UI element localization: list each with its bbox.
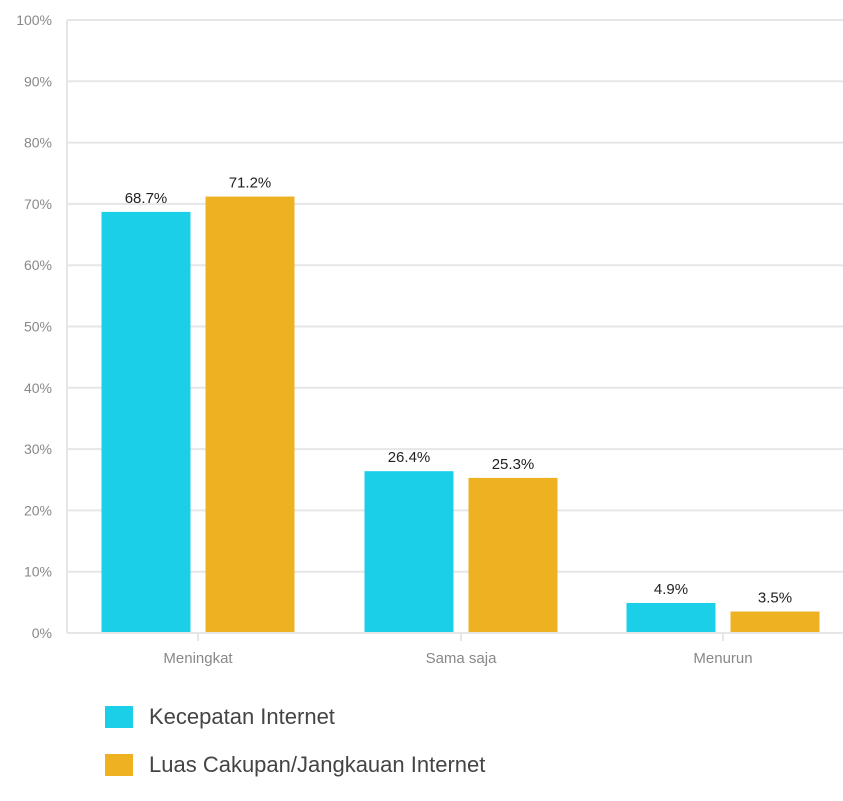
x-tick-label: Sama saja xyxy=(426,650,498,667)
y-tick-label: 40% xyxy=(24,380,52,396)
y-tick-label: 10% xyxy=(24,564,52,580)
y-tick-label: 60% xyxy=(24,257,52,273)
y-tick-label: 90% xyxy=(24,73,52,89)
bar-value-label: 4.9% xyxy=(654,581,688,598)
legend-item-kecepatan-internet: Kecepatan Internet xyxy=(105,704,485,729)
bar xyxy=(626,602,716,633)
bar-value-label: 25.3% xyxy=(492,456,535,473)
bar-chart: 0% 10% 20% 30% 40% 50% 60% 70% 80% 90% 100% 68.7% 26… xyxy=(16,12,843,667)
legend: Kecepatan Internet Luas Cakupan/Jangkaua… xyxy=(105,704,486,801)
bar-value-label: 26.4% xyxy=(388,449,431,466)
bar xyxy=(468,477,558,633)
x-tick-label: Meningkat xyxy=(163,650,233,667)
legend-label: Luas Cakupan/Jangkauan Internet xyxy=(149,752,486,777)
bar xyxy=(730,611,820,633)
y-tick-label: 100% xyxy=(16,12,52,28)
bar xyxy=(101,211,191,633)
y-tick-label: 80% xyxy=(24,135,52,151)
bar xyxy=(364,471,454,633)
bar-value-label: 71.2% xyxy=(229,175,272,192)
y-tick-label: 50% xyxy=(24,319,52,335)
legend-swatch-luas-cakupan xyxy=(105,754,133,776)
bar xyxy=(205,196,295,633)
y-tick-label: 70% xyxy=(24,196,52,212)
chart: 0% 10% 20% 30% 40% 50% 60% 70% 80% 90% 100% 68.7% 26… xyxy=(16,12,843,667)
bar-value-label: 68.7% xyxy=(125,190,168,207)
y-tick-label: 30% xyxy=(24,441,52,457)
y-tick-label: 20% xyxy=(24,502,52,518)
legend-swatch-kecepatan-internet xyxy=(105,706,133,728)
legend-item-luas-cakupan: Luas Cakupan/Jangkauan Internet xyxy=(105,752,486,777)
legend-label: Kecepatan Internet xyxy=(149,704,335,729)
x-tick-label: Menurun xyxy=(693,650,752,667)
bar-value-label: 3.5% xyxy=(758,590,792,607)
y-tick-label: 0% xyxy=(32,625,52,641)
